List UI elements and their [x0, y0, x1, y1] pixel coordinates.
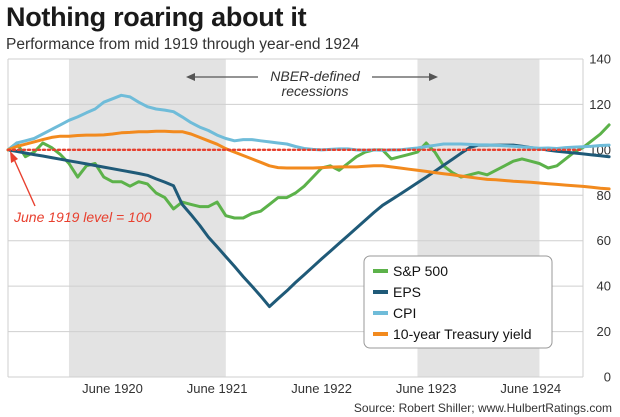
- annotation-line-1: NBER-defined: [270, 68, 361, 84]
- annotation-line-2: recessions: [282, 83, 349, 99]
- chart-title: Nothing roaring about it: [6, 2, 307, 32]
- recession-annotation: NBER-defined recessions: [186, 68, 438, 99]
- recession-band-1: [68, 59, 226, 377]
- x-axis-ticks: June 1920 June 1921 June 1922 June 1923 June…: [82, 381, 561, 396]
- legend-label-eps: EPS: [393, 284, 421, 300]
- annotation-arrowhead-right: [429, 73, 438, 81]
- baseline-annotation-arrow: [12, 156, 36, 207]
- x-tick-label-3: June 1922: [291, 381, 352, 396]
- series-line-treasury: [6, 129, 611, 191]
- legend-box: [363, 255, 553, 349]
- y-tick-label-60: 60: [597, 233, 611, 248]
- chart-subtitle: Performance from mid 1919 through year-e…: [6, 36, 360, 53]
- y-tick-label-20: 20: [597, 324, 611, 339]
- legend-label-cpi: CPI: [393, 305, 416, 321]
- y-tick-label-80: 80: [597, 188, 611, 203]
- y-tick-label-40: 40: [597, 279, 611, 294]
- source-note: Source: Robert Shiller; www.HulbertRatin…: [353, 401, 612, 415]
- legend: S&P 500 EPS CPI 10-year Treasury yield: [363, 255, 553, 349]
- y-tick-label-0: 0: [604, 370, 611, 385]
- baseline-annotation-arrowhead: [10, 151, 18, 163]
- baseline-annotation: June 1919 level = 100: [10, 151, 152, 225]
- x-tick-label-2: June 1921: [187, 381, 248, 396]
- legend-label-treasury: 10-year Treasury yield: [393, 326, 532, 342]
- legend-label-sp500: S&P 500: [393, 263, 448, 279]
- annotation-arrowhead-left: [186, 73, 195, 81]
- y-tick-label-140: 140: [589, 52, 611, 67]
- x-tick-label-4: June 1923: [396, 381, 457, 396]
- baseline-annotation-label: June 1919 level = 100: [13, 209, 152, 225]
- x-tick-label-5: June 1924: [500, 381, 561, 396]
- series-line-sp500: [6, 123, 611, 220]
- y-tick-label-120: 120: [589, 97, 611, 112]
- x-tick-label-1: June 1920: [82, 381, 143, 396]
